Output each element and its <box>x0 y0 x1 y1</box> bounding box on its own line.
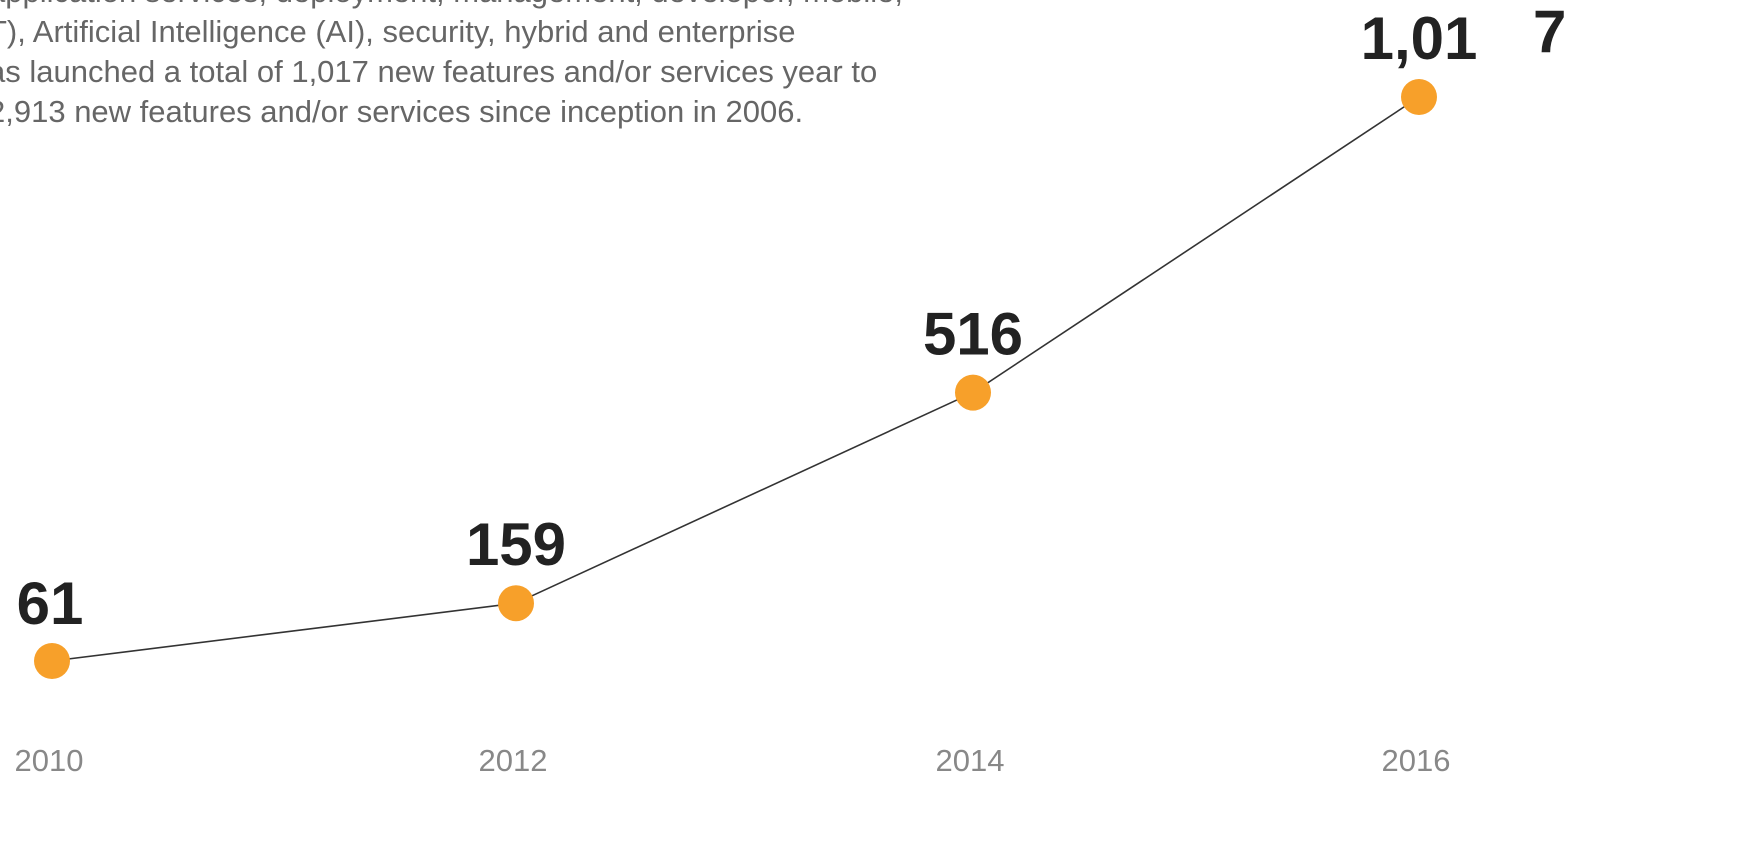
x-tick-label-2010: 2010 <box>15 743 84 778</box>
line-segment-1 <box>51 602 517 662</box>
description-line-4: 2,913 new features and/or services since… <box>0 94 804 129</box>
data-point-2014 <box>955 374 991 411</box>
data-label-2010: 61 <box>17 570 84 637</box>
data-label-2014: 516 <box>923 301 1023 368</box>
data-labels: 61 159 516 1,01 <box>17 5 1478 637</box>
clipped-data-label: 7 <box>1533 0 1566 65</box>
line-segment-3 <box>972 96 1420 394</box>
data-point-2012 <box>498 585 534 622</box>
data-label-2016: 1,01 <box>1361 5 1478 72</box>
series-markers <box>34 79 1437 680</box>
series-line <box>51 96 1420 662</box>
data-point-2016 <box>1401 79 1437 115</box>
description-line-2: T), Artificial Intelligence (AI), securi… <box>0 14 796 49</box>
description-line-3: as launched a total of 1,017 new feature… <box>0 54 878 89</box>
description-text: application services, deployment, manage… <box>0 0 1048 132</box>
description-line-1: application services, deployment, manage… <box>0 0 1048 12</box>
x-axis-ticks: 2010 2012 2014 2016 <box>15 743 1451 778</box>
x-tick-label-2016: 2016 <box>1382 743 1451 778</box>
x-tick-label-2012: 2012 <box>479 743 548 778</box>
data-point-2010 <box>34 643 70 680</box>
x-tick-label-2014: 2014 <box>936 743 1005 778</box>
line-segment-2 <box>515 391 974 604</box>
data-label-2012: 159 <box>466 511 566 578</box>
